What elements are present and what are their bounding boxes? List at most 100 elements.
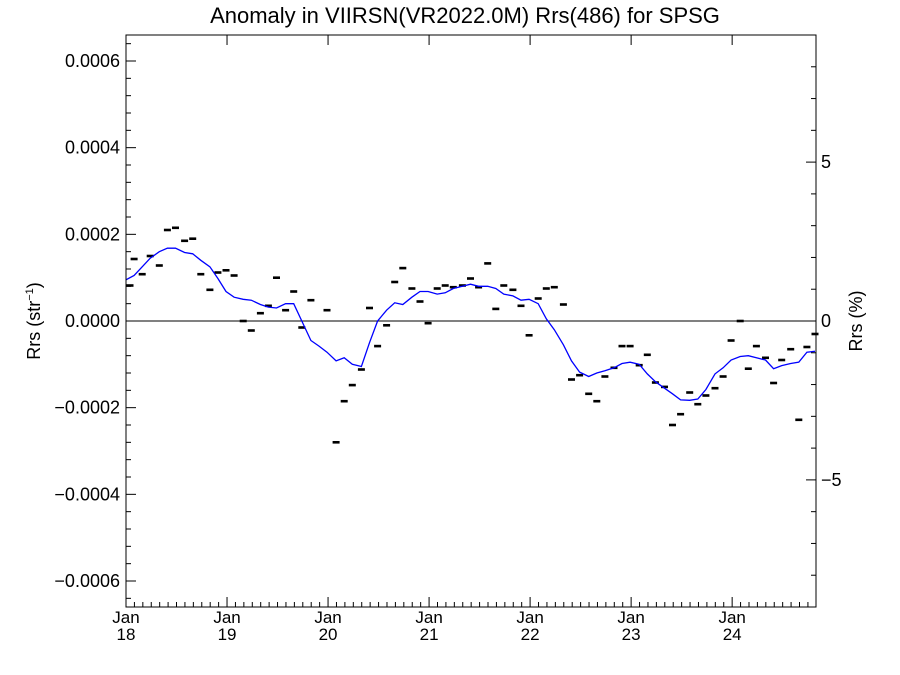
monthly-anomaly-point <box>744 367 752 370</box>
monthly-anomaly-point <box>500 284 508 287</box>
monthly-anomaly-point <box>348 383 356 387</box>
monthly-anomaly-point <box>391 280 399 284</box>
monthly-anomaly-point <box>163 228 171 232</box>
monthly-anomaly-point <box>181 239 189 243</box>
monthly-anomaly-point <box>366 306 373 310</box>
x-tick-year-label: 19 <box>218 625 237 644</box>
monthly-anomaly-point <box>762 356 769 360</box>
monthly-anomaly-point <box>307 298 315 302</box>
monthly-anomaly-point <box>332 441 340 444</box>
monthly-anomaly-point <box>449 285 457 289</box>
monthly-anomaly-point <box>811 332 819 336</box>
monthly-anomaly-point <box>323 308 331 312</box>
monthly-anomaly-point <box>206 288 214 292</box>
monthly-anomaly-point <box>441 284 449 287</box>
x-tick-month-label: Jan <box>415 608 442 627</box>
monthly-anomaly-point <box>770 381 778 385</box>
x-tick-year-label: 18 <box>117 625 136 644</box>
y-tick-label: 0.0002 <box>65 224 120 244</box>
monthly-anomaly-point <box>467 277 474 280</box>
monthly-anomaly-point <box>509 288 517 292</box>
monthly-anomaly-point <box>694 402 702 406</box>
monthly-anomaly-point <box>525 334 533 337</box>
x-tick-month-label: Jan <box>112 608 139 627</box>
monthly-anomaly-point <box>416 300 424 303</box>
y-axis-left: −0.0006 −0.0004 −0.0002 0.0000 0.0002 0.0004 0… <box>54 43 136 599</box>
monthly-anomaly-point <box>458 284 466 287</box>
monthly-anomaly-point <box>492 307 500 311</box>
monthly-anomaly-point <box>542 287 550 290</box>
x-tick-month-label: Jan <box>314 608 341 627</box>
y-axis-label-superscript: −1 <box>24 288 36 301</box>
x-tick-year-label: 24 <box>723 625 742 644</box>
x-tick-year-label: 22 <box>521 625 540 644</box>
monthly-anomaly-point <box>340 399 348 403</box>
monthly-anomaly-point <box>677 412 685 416</box>
y-tick-label: 0.0006 <box>65 51 120 71</box>
y-tick-label: −0.0004 <box>54 484 120 504</box>
monthly-anomaly-point <box>795 418 803 422</box>
y2-tick-label: 5 <box>821 152 831 172</box>
monthly-anomaly-point <box>290 290 298 293</box>
monthly-anomaly-point <box>576 373 584 377</box>
plot-area <box>125 226 819 444</box>
monthly-anomaly-point <box>711 386 719 390</box>
monthly-anomaly-point <box>727 339 735 342</box>
monthly-anomaly-point <box>719 375 727 378</box>
monthly-anomaly-point <box>126 284 134 287</box>
monthly-anomaly-point <box>214 271 222 274</box>
running-mean-line <box>125 247 816 401</box>
monthly-anomaly-point <box>803 345 811 349</box>
x-tick-year-label: 21 <box>420 625 439 644</box>
monthly-anomaly-point <box>146 254 154 258</box>
monthly-anomaly-point <box>651 381 659 384</box>
monthly-anomaly-point <box>618 344 626 348</box>
monthly-anomaly-point <box>256 311 264 315</box>
monthly-anomaly-point <box>247 329 255 332</box>
monthly-anomaly-point <box>264 304 272 308</box>
monthly-anomaly-point <box>550 285 558 289</box>
monthly-anomaly-point <box>686 391 694 394</box>
monthly-anomaly-point <box>585 392 593 396</box>
monthly-anomaly-point <box>357 368 365 371</box>
x-tick-year-label: 20 <box>319 625 338 644</box>
monthly-anomaly-point <box>593 399 601 403</box>
monthly-anomaly-point <box>669 423 676 427</box>
y-tick-label: 0.0000 <box>65 311 120 331</box>
monthly-anomaly-point <box>282 308 290 312</box>
monthly-anomaly-point <box>626 344 634 348</box>
monthly-anomaly-point <box>374 344 382 348</box>
monthly-anomaly-point <box>399 266 407 270</box>
y-tick-label: −0.0006 <box>54 571 120 591</box>
monthly-anomaly-point <box>787 347 795 351</box>
monthly-anomaly-point <box>222 269 230 272</box>
monthly-anomaly-point <box>408 287 416 290</box>
monthly-anomaly-point <box>484 262 492 265</box>
chart-title: Anomaly in VIIRSN(VR2022.0M) Rrs(486) fo… <box>210 3 720 28</box>
monthly-anomaly-point <box>155 264 163 267</box>
monthly-anomaly-point <box>197 272 205 276</box>
monthly-anomaly-point <box>433 287 441 290</box>
monthly-anomaly-point <box>702 394 710 397</box>
monthly-anomaly-point <box>736 319 744 323</box>
y-axis-label: Rrs (str−1) <box>24 282 44 360</box>
x-tick-month-label: Jan <box>718 608 745 627</box>
y-tick-label: 0.0004 <box>65 138 120 158</box>
monthly-anomaly-point <box>517 304 525 308</box>
x-tick-month-label: Jan <box>516 608 543 627</box>
monthly-anomaly-point <box>239 319 247 323</box>
y2-axis-label: Rrs (%) <box>846 291 866 352</box>
monthly-anomaly-point <box>559 303 567 306</box>
x-tick-month-label: Jan <box>617 608 644 627</box>
monthly-anomaly-point <box>383 324 391 327</box>
monthly-anomaly-point <box>475 285 483 289</box>
monthly-anomaly-point <box>138 272 146 276</box>
x-tick-year-label: 23 <box>622 625 641 644</box>
monthly-anomaly-point <box>273 276 280 279</box>
monthly-anomaly-point <box>643 353 651 357</box>
y-axis-label-main: Rrs (str <box>24 301 44 360</box>
monthly-anomaly-point <box>534 297 542 300</box>
monthly-anomaly-point <box>661 385 668 389</box>
